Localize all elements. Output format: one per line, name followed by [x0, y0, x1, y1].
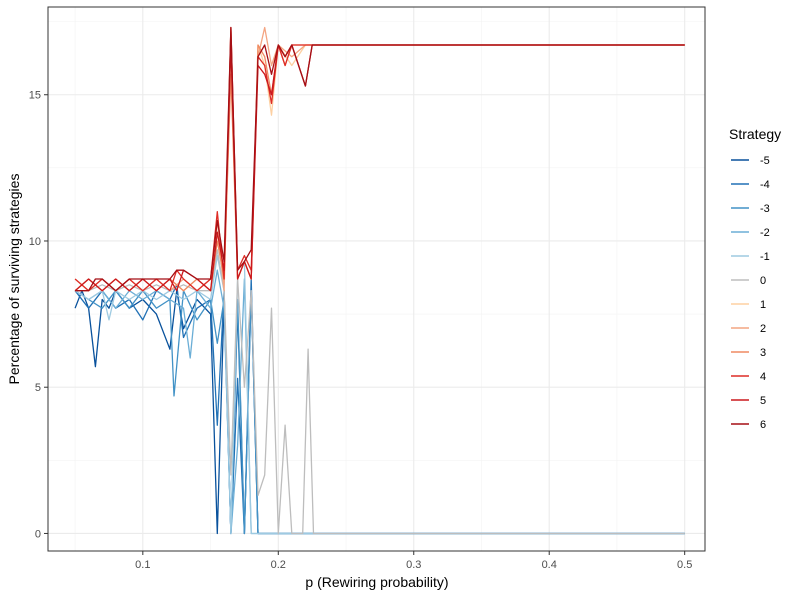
legend-label-1: 1	[760, 299, 766, 311]
series-line--3	[74, 290, 685, 535]
legend-label--3: -3	[760, 203, 770, 215]
legend: Strategy -5 -4 -3 -2 -1 0 1 2 3 4 5 6	[729, 126, 781, 431]
series-lines	[74, 26, 685, 535]
legend-label-2: 2	[760, 323, 766, 335]
legend-label--1: -1	[760, 251, 770, 263]
x-tick-label: 0.2	[271, 559, 286, 571]
series-line-6	[75, 26, 685, 292]
legend-label-5: 5	[760, 395, 766, 407]
grid-lines	[48, 7, 705, 551]
y-tick-label: 0	[35, 528, 41, 540]
x-tick-label: 0.1	[135, 559, 150, 571]
y-axis: 0 5 10 15	[29, 90, 48, 540]
y-tick-label: 5	[35, 382, 41, 394]
y-tick-label: 10	[29, 236, 41, 248]
legend-title: Strategy	[729, 126, 781, 142]
x-axis: 0.1 0.2 0.3 0.4 0.5	[135, 551, 692, 571]
legend-label-4: 4	[760, 371, 766, 383]
y-axis-title: Percentage of surviving strategies	[6, 174, 22, 385]
x-tick-label: 0.5	[677, 559, 692, 571]
legend-label-3: 3	[760, 347, 766, 359]
legend-label--5: -5	[760, 155, 770, 167]
legend-label-6: 6	[760, 419, 766, 431]
x-tick-label: 0.3	[406, 559, 421, 571]
series-line--2	[74, 269, 685, 535]
x-axis-title: p (Rewiring probability)	[305, 574, 448, 590]
legend-label--2: -2	[760, 227, 770, 239]
y-tick-label: 15	[29, 90, 41, 102]
legend-label--4: -4	[760, 179, 770, 191]
x-tick-label: 0.4	[542, 559, 557, 571]
legend-label-0: 0	[760, 275, 766, 287]
plot-border	[47, 6, 706, 552]
